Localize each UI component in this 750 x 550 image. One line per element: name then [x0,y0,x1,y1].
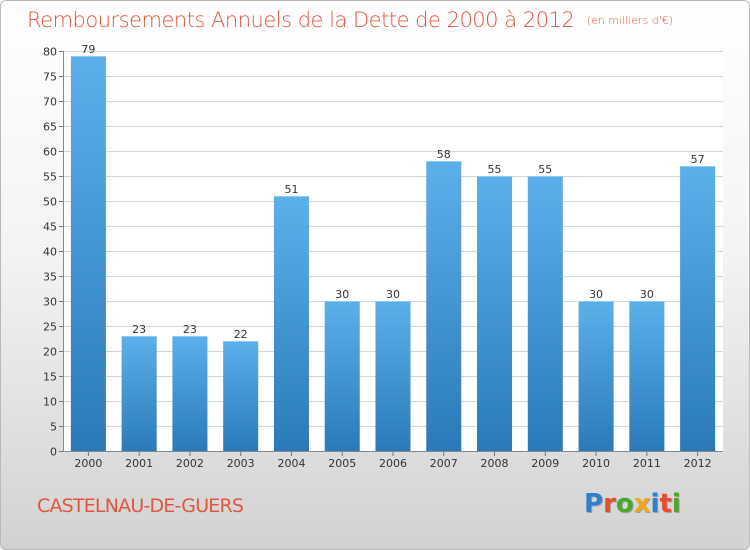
y-tick-label: 30 [43,296,57,309]
bar-value-label: 30 [335,288,349,301]
bar-value-label: 51 [284,183,298,196]
x-tick-label: 2004 [277,457,305,470]
x-tick-label: 2011 [633,457,661,470]
chart-title-text: Remboursements Annuels de la Dette de 20… [27,8,575,32]
y-tick-label: 5 [50,421,57,434]
x-tick-label: 2007 [430,457,458,470]
y-tick-label: 0 [50,446,57,459]
bar [273,196,309,451]
bar [680,166,716,451]
y-tick-label: 80 [43,46,57,59]
x-tick-label: 2001 [125,457,153,470]
bar-value-label: 23 [132,323,146,336]
bar-value-label: 22 [234,328,248,341]
bar [578,301,614,451]
y-tick-label: 65 [43,121,57,134]
bar-value-label: 23 [183,323,197,336]
bar-value-label: 79 [81,43,95,56]
bar [70,56,106,451]
bar [375,301,411,451]
logo-letter: i [650,489,660,519]
town-name: CASTELNAU-DE-GUERS [37,495,244,517]
y-tick-label: 20 [43,346,57,359]
y-tick-label: 55 [43,171,57,184]
bar [172,336,208,451]
x-tick-label: 2006 [379,457,407,470]
bar [121,336,157,451]
logo-letter: P [584,489,604,519]
bar [527,176,563,451]
x-tick-label: 2003 [227,457,255,470]
bar-value-label: 57 [691,153,705,166]
proxiti-logo[interactable]: Proxiti [584,489,681,519]
logo-letter: r [603,489,616,519]
y-tick-label: 50 [43,196,57,209]
x-tick-label: 2012 [684,457,712,470]
y-tick-label: 70 [43,96,57,109]
y-tick-label: 40 [43,246,57,259]
x-tick-label: 2005 [328,457,356,470]
y-tick-label: 10 [43,396,57,409]
y-tick-label: 60 [43,146,57,159]
x-tick-label: 2010 [582,457,610,470]
logo-letter: o [615,489,634,519]
bar-value-label: 55 [488,163,502,176]
x-tick-label: 2000 [74,457,102,470]
y-tick-label: 35 [43,271,57,284]
y-tick-label: 45 [43,221,57,234]
bar-value-label: 58 [437,148,451,161]
bar-value-label: 30 [589,288,603,301]
bar [223,341,259,451]
bar-value-label: 30 [640,288,654,301]
y-tick-label: 75 [43,71,57,84]
bar [426,161,462,451]
chart-unit: (en milliers d'€) [586,14,674,27]
chart-title: Remboursements Annuels de la Dette de 20… [27,8,673,32]
bar [477,176,513,451]
logo-letter: x [633,489,651,519]
x-tick-label: 2008 [481,457,509,470]
y-tick-label: 15 [43,371,57,384]
bar-value-label: 30 [386,288,400,301]
logo-letter: i [671,489,681,519]
x-tick-label: 2002 [176,457,204,470]
bar [324,301,360,451]
bar [629,301,665,451]
x-tick-label: 2009 [531,457,559,470]
logo-letter: t [659,489,672,519]
y-tick-label: 25 [43,321,57,334]
bar-value-label: 55 [538,163,552,176]
